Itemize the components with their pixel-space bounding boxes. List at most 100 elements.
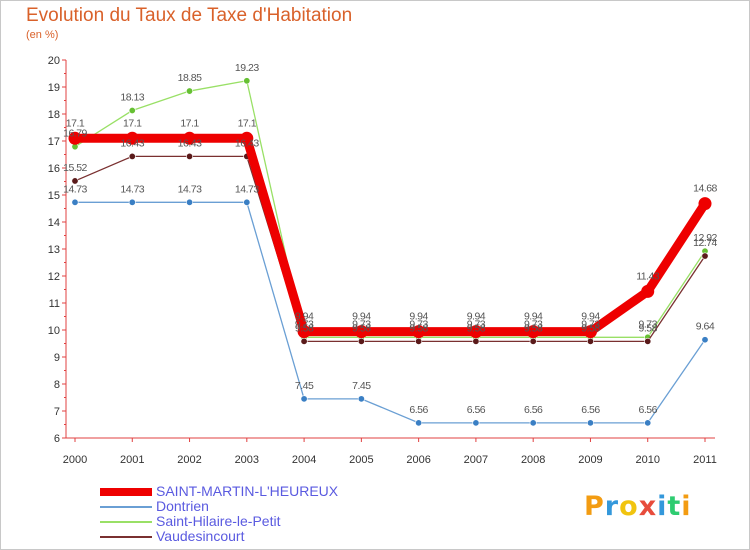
data-label-saint-martin-l-heureux: 9.94 xyxy=(581,311,600,323)
y-tick-label: 9 xyxy=(54,352,60,364)
y-tick-label: 7 xyxy=(54,406,60,418)
data-label-dontrien: 14.73 xyxy=(178,183,202,195)
series-point-saint-martin xyxy=(412,325,426,339)
data-label-dontrien: 7.45 xyxy=(352,380,371,392)
series-point-dontrien xyxy=(186,198,194,206)
x-tick-label: 2008 xyxy=(521,454,545,466)
data-label-dontrien: 6.56 xyxy=(467,404,486,416)
x-tick-label: 2007 xyxy=(464,454,488,466)
data-label-saint-hilaire-le-petit: 9.73 xyxy=(581,318,600,330)
data-label-vaudesincourt: 9.58 xyxy=(639,322,658,334)
legend-label: Dontrien xyxy=(156,498,209,514)
series-point-dontrien xyxy=(357,395,365,403)
logo-letter: o xyxy=(619,491,639,522)
data-label-saint-martin-l-heureux: 17.1 xyxy=(66,117,85,129)
data-label-saint-martin-l-heureux: 9.94 xyxy=(352,311,371,323)
series-point-vaudesincourt xyxy=(357,337,365,345)
legend-label: Saint-Hilaire-le-Petit xyxy=(156,513,281,529)
legend-label: SAINT-MARTIN-L'HEUREUX xyxy=(156,483,339,499)
data-label-saint-hilaire-le-petit: 9.73 xyxy=(467,318,486,330)
data-label-dontrien: 14.73 xyxy=(235,183,259,195)
data-label-saint-hilaire-le-petit: 18.85 xyxy=(178,72,202,84)
series-point-saint-martin xyxy=(526,325,540,339)
chart-title: Evolution du Taux de Taxe d'Habitation xyxy=(26,5,353,26)
series-line-saint-martin xyxy=(70,133,710,337)
series-line-saint-hilaire-le-petit xyxy=(74,80,706,338)
series-point-dontrien xyxy=(529,419,537,427)
data-label-saint-martin-l-heureux: 17.1 xyxy=(180,117,199,129)
x-tick-label: 2006 xyxy=(406,454,430,466)
y-tick-label: 10 xyxy=(48,325,60,337)
series-point-saint-hilaire-le-petit xyxy=(186,87,194,95)
series-point-saint-martin xyxy=(240,131,254,145)
legend-item-dontrien: Dontrien xyxy=(100,499,338,514)
logo-letter: P xyxy=(584,491,605,522)
data-label-dontrien: 6.56 xyxy=(639,404,658,416)
y-tick-label: 11 xyxy=(49,298,60,310)
data-label-vaudesincourt: 16.43 xyxy=(120,137,144,149)
legend-swatch xyxy=(100,520,152,523)
series-point-vaudesincourt xyxy=(472,337,480,345)
data-label-vaudesincourt: 9.58 xyxy=(581,322,600,334)
series-point-saint-martin xyxy=(469,325,483,339)
logo-letter: r xyxy=(604,491,620,522)
x-tick-label: 2000 xyxy=(63,454,87,466)
series-point-dontrien xyxy=(300,395,308,403)
data-label-dontrien: 14.73 xyxy=(120,183,144,195)
y-tick-label: 8 xyxy=(54,379,60,391)
legend: SAINT-MARTIN-L'HEUREUX Dontrien Saint-Hila… xyxy=(100,484,338,544)
series-point-dontrien xyxy=(415,419,423,427)
series-point-saint-martin xyxy=(641,284,655,298)
series-point-saint-martin xyxy=(183,131,197,145)
data-label-saint-hilaire-le-petit: 9.73 xyxy=(524,318,543,330)
series-point-vaudesincourt xyxy=(128,152,136,160)
data-label-vaudesincourt: 9.58 xyxy=(524,322,543,334)
logo-letter: t xyxy=(667,491,682,522)
unit-label: (en %) xyxy=(26,29,59,41)
legend-swatch xyxy=(100,487,152,496)
logo-letter: i xyxy=(681,491,692,522)
data-label-dontrien: 6.56 xyxy=(409,404,428,416)
series-point-dontrien xyxy=(472,419,480,427)
y-tick-label: 16 xyxy=(48,163,60,175)
data-label-vaudesincourt: 9.58 xyxy=(409,322,428,334)
data-label-saint-hilaire-le-petit: 9.73 xyxy=(409,318,428,330)
series-line-vaudesincourt xyxy=(74,155,706,342)
data-label-saint-martin-l-heureux: 9.94 xyxy=(409,311,428,323)
data-label-vaudesincourt: 9.58 xyxy=(295,322,314,334)
series-line-dontrien xyxy=(75,201,706,424)
y-tick-label: 17 xyxy=(48,136,60,148)
x-tick-label: 2010 xyxy=(635,454,659,466)
x-tick-label: 2002 xyxy=(177,454,201,466)
y-tick-label: 20 xyxy=(48,55,60,67)
series-point-vaudesincourt xyxy=(415,337,423,345)
data-label-saint-hilaire-le-petit: 9.73 xyxy=(295,318,314,330)
series-point-saint-martin xyxy=(354,325,368,339)
series-point-vaudesincourt xyxy=(529,337,537,345)
data-label-saint-martin-l-heureux: 14.68 xyxy=(693,183,717,195)
series-point-saint-martin xyxy=(125,131,139,145)
series-point-vaudesincourt xyxy=(186,152,194,160)
data-label-vaudesincourt: 16.43 xyxy=(178,137,202,149)
data-label-saint-martin-l-heureux: 17.1 xyxy=(238,117,257,129)
data-label-vaudesincourt: 16.43 xyxy=(235,137,259,149)
x-tick-label: 2005 xyxy=(349,454,373,466)
data-label-saint-hilaire-le-petit: 19.23 xyxy=(235,62,259,74)
data-label-dontrien: 14.73 xyxy=(63,183,87,195)
series-point-dontrien xyxy=(243,198,251,206)
data-label-vaudesincourt: 9.58 xyxy=(352,322,371,334)
data-label-saint-hilaire-le-petit: 9.73 xyxy=(639,318,658,330)
y-tick-label: 12 xyxy=(48,271,60,283)
x-tick-label: 2009 xyxy=(578,454,602,466)
legend-swatch xyxy=(100,505,152,508)
y-tick-label: 19 xyxy=(48,82,60,94)
series-point-saint-martin xyxy=(583,325,597,339)
data-label-saint-hilaire-le-petit: 16.79 xyxy=(63,128,87,140)
series-point-vaudesincourt xyxy=(644,337,652,345)
data-label-saint-hilaire-le-petit: 9.73 xyxy=(352,318,371,330)
y-tick-label: 15 xyxy=(48,190,60,202)
series-point-vaudesincourt xyxy=(586,337,594,345)
data-label-vaudesincourt: 15.52 xyxy=(63,162,87,174)
